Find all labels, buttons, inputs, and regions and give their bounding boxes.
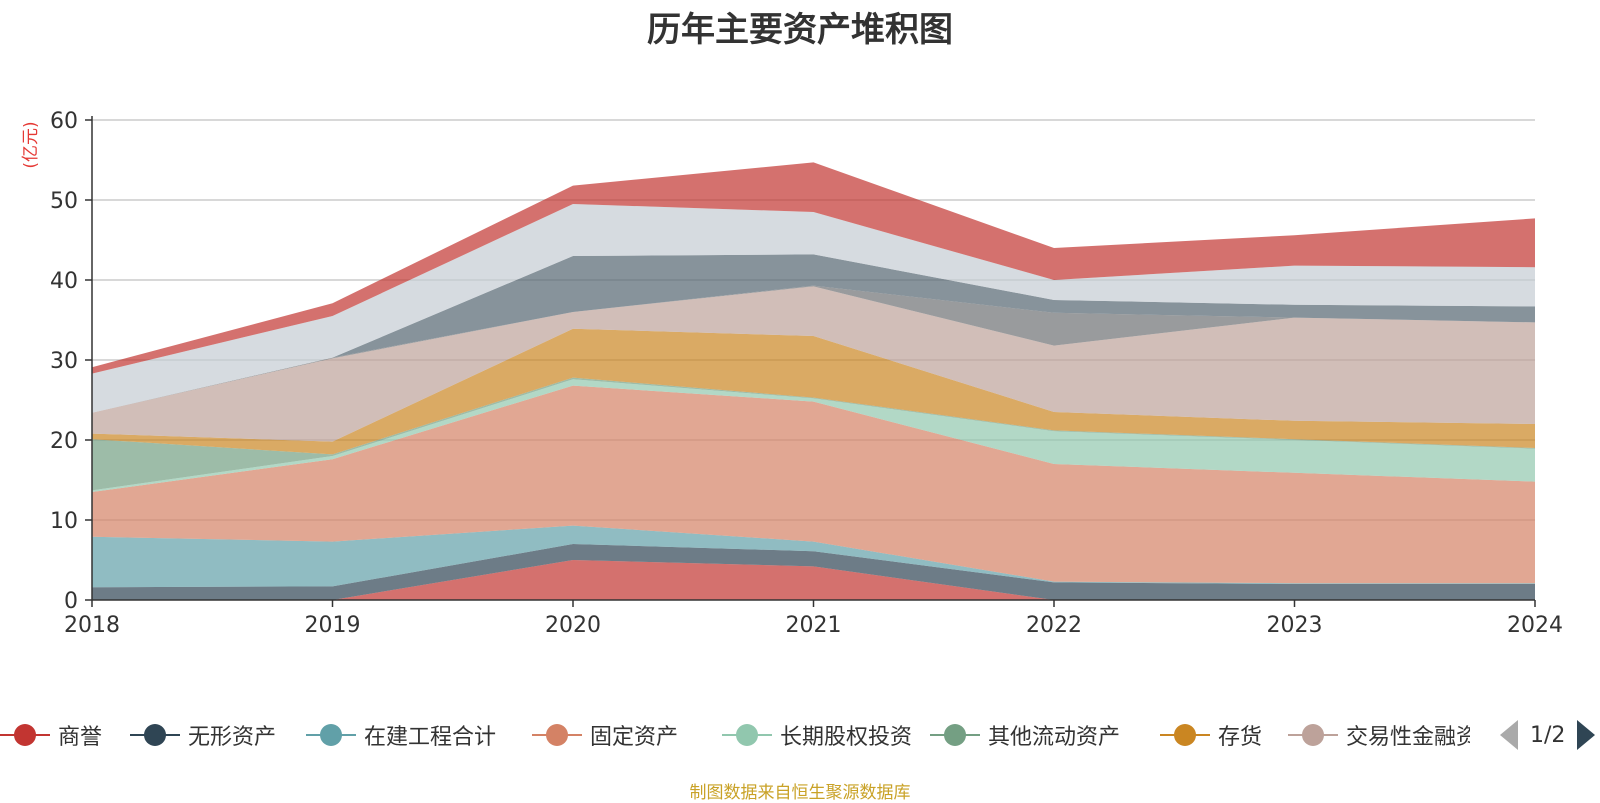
- y-tick-label: 50: [50, 189, 78, 214]
- y-tick-label: 0: [64, 589, 78, 614]
- y-tick-label: 20: [50, 429, 78, 454]
- legend-label: 在建工程合计: [364, 725, 497, 750]
- legend-item[interactable]: 其他流动资产: [930, 715, 1120, 755]
- legend-marker-icon: [722, 723, 772, 747]
- legend-item[interactable]: 交易性金融资产: [1288, 715, 1470, 755]
- legend-marker-icon: [930, 723, 980, 747]
- legend-item[interactable]: 商誉: [0, 715, 102, 755]
- legend-item[interactable]: 在建工程合计: [306, 715, 496, 755]
- area-series-11[interactable]: [92, 162, 1535, 374]
- legend-page-indicator: 1/2: [1530, 722, 1566, 748]
- area-series-1[interactable]: [92, 544, 1535, 600]
- legend-next-page-icon[interactable]: [1577, 720, 1596, 750]
- area-series-4[interactable]: [92, 379, 1535, 492]
- area-series-layer: [92, 162, 1535, 600]
- legend-label: 长期股权投资: [780, 725, 913, 750]
- x-tick-label: 2020: [545, 613, 601, 638]
- legend-marker-icon: [532, 723, 582, 747]
- x-tick-label: 2018: [64, 613, 120, 638]
- legend-item[interactable]: 存货: [1160, 715, 1262, 755]
- legend-label: 固定资产: [590, 725, 679, 750]
- legend-label: 交易性金融资产: [1346, 725, 1470, 750]
- axes: 0 10 20 30 40 50 60 2018 2019 2020 2021 2022 2023 202…: [50, 109, 1563, 638]
- legend-prev-page-icon[interactable]: [1500, 720, 1518, 750]
- legend-marker-icon: [0, 723, 50, 747]
- legend-label: 商誉: [58, 725, 103, 750]
- legend-pager: 1/2: [1500, 715, 1596, 755]
- area-series-0[interactable]: [92, 560, 1535, 600]
- legend-marker-icon: [130, 723, 180, 747]
- area-series-7[interactable]: [92, 286, 1535, 442]
- legend-label: 存货: [1218, 725, 1263, 750]
- legend-marker-icon: [306, 723, 356, 747]
- area-series-10[interactable]: [92, 204, 1535, 413]
- legend-item[interactable]: 固定资产: [532, 715, 678, 755]
- y-tick-label: 30: [50, 349, 78, 374]
- area-series-3[interactable]: [92, 385, 1535, 584]
- legend-label: 无形资产: [188, 725, 277, 750]
- source-note: 制图数据来自恒生聚源数据库: [689, 783, 911, 803]
- y-axis-label: (亿元): [21, 121, 41, 168]
- x-tick-label: 2022: [1026, 613, 1082, 638]
- stacked-area-chart: 0 10 20 30 40 50 60 2018 2019 2020 2021 2022 2023 202…: [21, 109, 1563, 638]
- legend-marker-icon: [1288, 723, 1338, 747]
- x-tick-label: 2021: [786, 613, 842, 638]
- legend-item[interactable]: 无形资产: [130, 715, 276, 755]
- area-series-6[interactable]: [92, 328, 1535, 455]
- area-series-2[interactable]: [92, 525, 1535, 588]
- legend-marker-icon: [1160, 723, 1210, 747]
- y-tick-label: 10: [50, 509, 78, 534]
- legend-label: 其他流动资产: [988, 725, 1121, 750]
- legend: 商誉 无形资产 在建工程合计 固定资产 长期股权投资 其他流动资产 存货 交易性金融资产 1/…: [0, 715, 1600, 755]
- x-tick-label: 2024: [1507, 613, 1563, 638]
- x-tick-label: 2023: [1267, 613, 1323, 638]
- legend-item[interactable]: 长期股权投资: [722, 715, 912, 755]
- y-tick-label: 60: [50, 109, 78, 134]
- area-series-8[interactable]: [92, 285, 1535, 413]
- legend-items: 商誉 无形资产 在建工程合计 固定资产 长期股权投资 其他流动资产 存货 交易性金融资产: [0, 715, 1470, 755]
- y-tick-label: 40: [50, 269, 78, 294]
- x-tick-label: 2019: [305, 613, 361, 638]
- chart-title: 历年主要资产堆积图: [647, 10, 953, 50]
